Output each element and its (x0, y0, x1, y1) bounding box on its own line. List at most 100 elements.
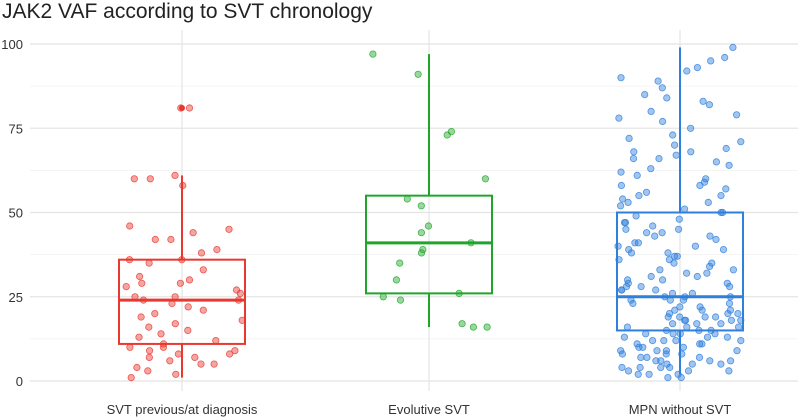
y-tick-label: 100 (1, 37, 23, 52)
data-point (159, 343, 167, 351)
data-point (126, 343, 134, 351)
data-point (174, 350, 182, 358)
data-point (696, 340, 704, 348)
data-point (661, 293, 669, 301)
y-tick-label: 25 (9, 290, 23, 305)
y-tick-label: 50 (9, 206, 23, 221)
data-point (737, 138, 745, 146)
data-point (185, 104, 194, 112)
data-point (670, 252, 679, 260)
data-point (392, 276, 400, 284)
data-point (172, 370, 180, 378)
boxes (118, 47, 744, 378)
data-point (171, 293, 179, 301)
data-point (234, 296, 243, 304)
data-point (131, 293, 139, 301)
data-point (226, 350, 234, 358)
data-point (629, 299, 637, 308)
data-point (179, 181, 187, 190)
data-point (725, 299, 734, 308)
data-point (618, 350, 627, 358)
data-point (724, 309, 732, 318)
data-point (682, 269, 691, 277)
data-point (225, 225, 233, 233)
data-point (693, 320, 701, 328)
data-point (213, 246, 221, 254)
data-point (634, 239, 643, 247)
data-point (706, 357, 714, 365)
data-point (622, 225, 630, 233)
data-point (617, 347, 625, 355)
data-point (184, 303, 192, 311)
data-point (711, 330, 719, 338)
data-point (212, 336, 220, 345)
data-point (717, 360, 725, 368)
data-point (677, 373, 685, 382)
data-point (414, 70, 422, 78)
data-point (719, 246, 728, 254)
data-point (634, 370, 642, 378)
data-point (729, 266, 738, 274)
data-point (185, 276, 194, 284)
data-point (210, 360, 218, 368)
data-point (614, 242, 622, 250)
data-point (125, 256, 134, 264)
data-point (621, 219, 630, 227)
x-tick-label: SVT previous/at diagnosis (107, 402, 258, 417)
data-point (676, 313, 684, 321)
data-point (696, 181, 704, 190)
data-point (723, 333, 732, 341)
data-point (617, 181, 626, 190)
data-point (136, 272, 144, 281)
data-point (653, 347, 661, 355)
data-point (725, 367, 733, 375)
data-point (146, 175, 154, 183)
data-point (145, 353, 153, 361)
data-point (127, 373, 135, 382)
data-point (668, 320, 677, 328)
data-point (651, 232, 659, 240)
data-point (151, 309, 159, 318)
data-point (725, 161, 733, 169)
data-point (455, 289, 463, 297)
data-point (698, 306, 706, 314)
data-point (684, 367, 693, 375)
data-point (647, 107, 655, 116)
data-point (167, 235, 175, 244)
data-point (615, 114, 623, 122)
data-point (624, 367, 633, 375)
data-point (481, 175, 489, 183)
data-point (151, 235, 159, 244)
data-point (133, 363, 141, 372)
box-iqr (118, 258, 246, 345)
data-point (649, 222, 657, 230)
data-point (396, 259, 404, 267)
data-point (633, 171, 641, 179)
data-point (707, 57, 715, 65)
data-point (686, 124, 695, 132)
data-point (171, 320, 179, 328)
data-point (705, 262, 714, 270)
data-point (664, 249, 672, 257)
data-point (166, 357, 174, 365)
chart-title: JAK2 VAF according to SVT chronology (2, 0, 373, 23)
data-point (616, 202, 625, 210)
data-point (458, 320, 466, 328)
data-point (144, 367, 152, 375)
data-point (658, 276, 667, 284)
data-point (632, 212, 640, 220)
data-point (733, 347, 741, 355)
data-point (666, 363, 674, 372)
data-point (617, 286, 626, 294)
data-point (679, 296, 688, 304)
data-point (672, 336, 680, 345)
data-point (236, 289, 244, 297)
data-point (199, 306, 207, 314)
data-point (737, 316, 745, 324)
data-point (642, 330, 650, 338)
x-tick-label: MPN without SVT (629, 402, 732, 417)
data-point (718, 208, 727, 217)
data-point (630, 148, 638, 156)
data-point (641, 91, 649, 99)
data-point (668, 289, 677, 297)
